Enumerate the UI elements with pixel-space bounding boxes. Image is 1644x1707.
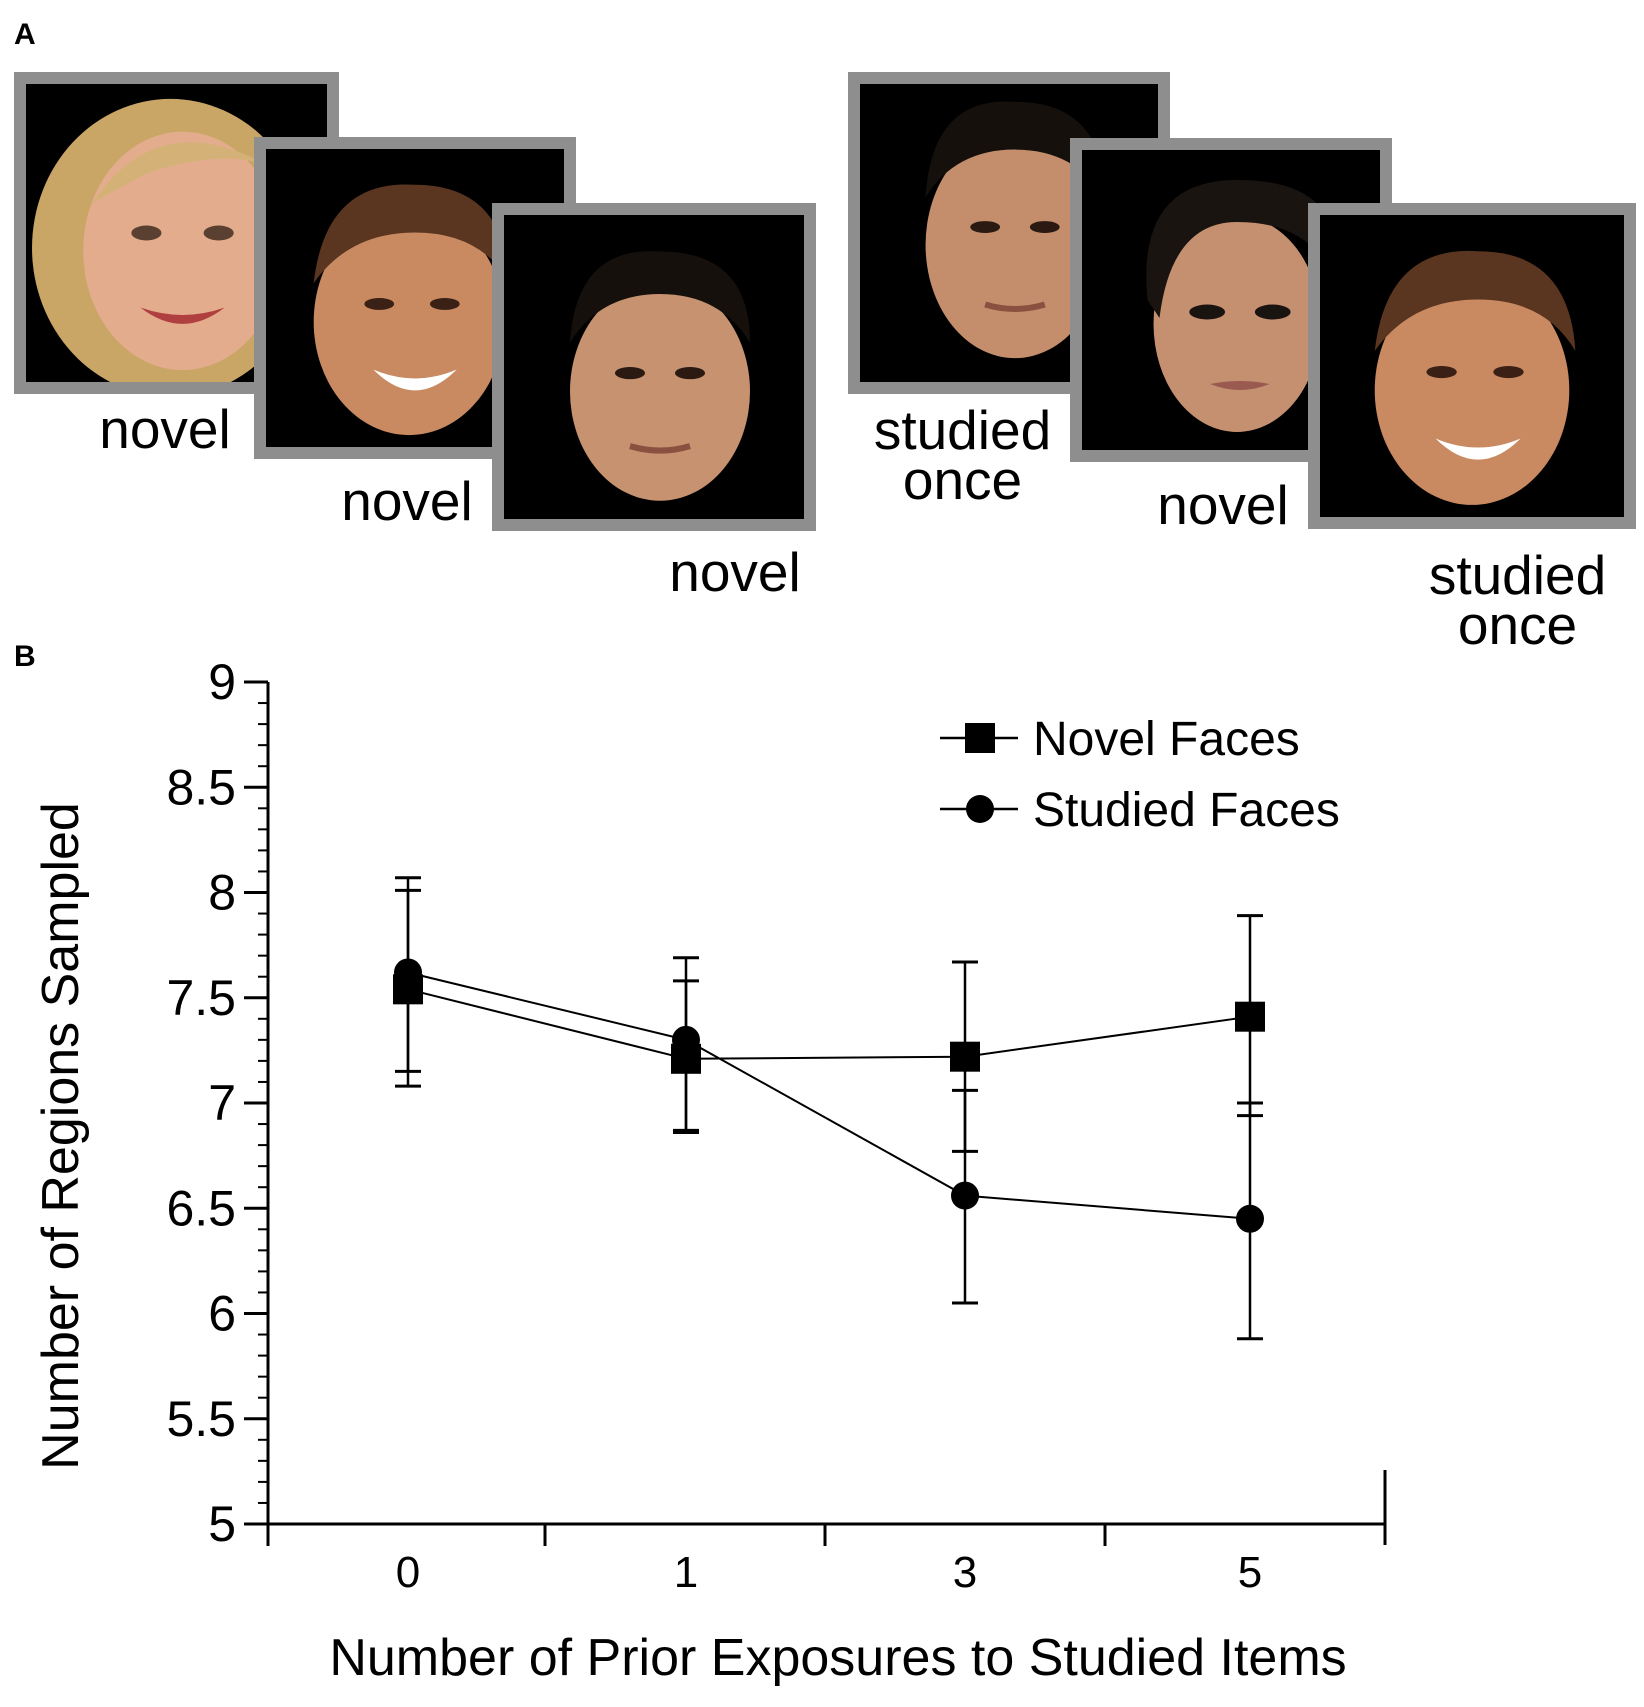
caption-left-3: novel — [669, 541, 801, 603]
y-tick-label: 6 — [208, 1286, 236, 1342]
data-point-square — [1235, 1001, 1265, 1032]
y-tick-label: 8.5 — [166, 759, 236, 815]
legend: Novel Faces Studied Faces — [940, 713, 1340, 837]
series-novel-faces — [393, 888, 1265, 1153]
y-tick-label: 7.5 — [166, 970, 236, 1026]
axes: 5 5.5 6 6.5 7 7.5 8 8.5 9 0 1 3 5 Number of Prior Exp… — [32, 654, 1387, 1687]
series-line — [407, 971, 1251, 1220]
x-tick-label: 1 — [674, 1548, 698, 1597]
caption-right-3-line2: once — [1457, 594, 1578, 656]
x-tick-label: 0 — [396, 1548, 420, 1597]
dark-haired-woman-face-icon — [1146, 180, 1335, 432]
legend-marker-circle — [966, 795, 994, 823]
y-tick-label: 5.5 — [166, 1391, 236, 1447]
panel-b-label: B — [14, 640, 36, 673]
y-tick-label: 6.5 — [166, 1180, 236, 1236]
legend-label: Novel Faces — [1033, 713, 1300, 766]
caption-left-1: novel — [99, 398, 231, 460]
x-tick-label: 5 — [1238, 1548, 1262, 1597]
data-point-circle — [1236, 1204, 1264, 1233]
blonde-woman-face-icon — [32, 98, 309, 382]
caption-right-3-line1: studied — [1428, 544, 1607, 606]
dark-haired-man-face-icon — [570, 251, 750, 501]
x-axis-label: Number of Prior Exposures to Studied Ite… — [329, 1629, 1346, 1687]
panel-a-label: A — [14, 18, 36, 51]
data-point-circle — [951, 1181, 979, 1210]
y-tick-label: 8 — [208, 865, 236, 921]
series-layer — [393, 876, 1265, 1341]
caption-right-2: novel — [1157, 474, 1289, 536]
series-studied-faces — [394, 876, 1264, 1341]
legend-marker-square — [965, 723, 995, 753]
smiling-man-face-icon — [313, 184, 511, 436]
x-tick-label: 3 — [953, 1548, 977, 1597]
y-tick-label: 9 — [208, 654, 236, 710]
dark-haired-man-face-icon — [925, 101, 1105, 359]
legend-entry: Studied Faces — [940, 784, 1340, 837]
y-tick-label: 7 — [208, 1075, 236, 1131]
y-axis-label: Number of Regions Sampled — [32, 802, 90, 1470]
caption-right-3: studied once — [1410, 548, 1625, 653]
face-card-left-3 — [492, 203, 816, 531]
face-card-right-3 — [1308, 203, 1636, 529]
smiling-man-face-icon — [1374, 250, 1576, 505]
data-point-circle — [394, 958, 422, 987]
caption-right-1-line1: studied — [873, 399, 1052, 461]
data-point-circle — [672, 1025, 700, 1054]
legend-label: Studied Faces — [1033, 784, 1340, 837]
series-line — [407, 988, 1251, 1060]
legend-entry: Novel Faces — [940, 713, 1300, 766]
caption-right-1: studied once — [855, 403, 1070, 508]
caption-left-2: novel — [341, 470, 473, 532]
y-tick-label: 5 — [208, 1496, 236, 1552]
caption-right-1-line2: once — [902, 449, 1023, 511]
data-point-square — [950, 1041, 980, 1072]
